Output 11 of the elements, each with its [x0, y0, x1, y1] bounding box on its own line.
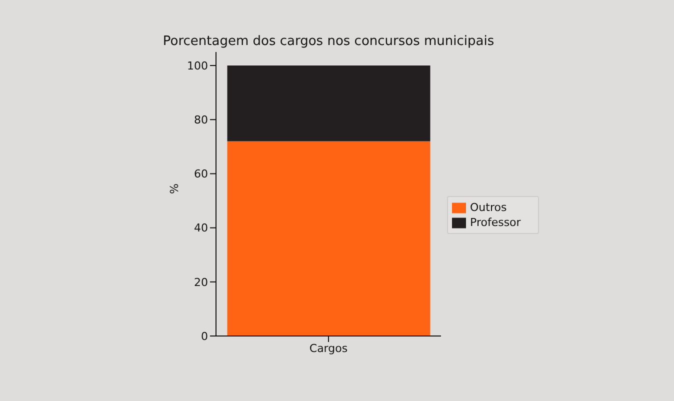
x-tick-label: Cargos — [309, 342, 348, 355]
chart-title: Porcentagem dos cargos nos concursos municipais — [162, 34, 494, 49]
legend-label: Outros — [470, 201, 507, 214]
y-tick-label: 20 — [194, 276, 208, 289]
y-tick-label: 40 — [194, 222, 208, 235]
y-axis-title: % — [168, 184, 181, 194]
y-tick-label: 100 — [187, 59, 208, 72]
y-tick-label: 60 — [194, 168, 208, 181]
y-tick-label: 80 — [194, 114, 208, 127]
legend-label: Professor — [470, 216, 521, 229]
y-tick-label: 0 — [201, 330, 208, 343]
